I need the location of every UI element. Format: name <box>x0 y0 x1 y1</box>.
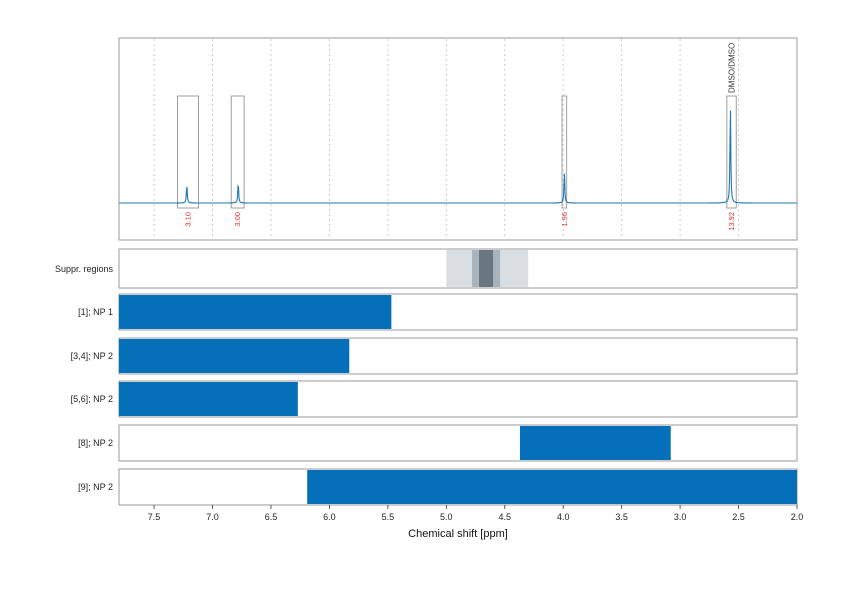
integral-value-label: 3.10 <box>183 212 192 227</box>
range-bar <box>119 295 392 329</box>
integral-value-label: 13.92 <box>727 212 736 231</box>
bar-row: [3,4]; NP 2 <box>71 337 798 375</box>
x-tick-label: 3.5 <box>615 512 628 522</box>
bar-row-label: [1]; NP 1 <box>78 307 113 317</box>
bar-rows: [1]; NP 1 [3,4]; NP 2 [5,6]; NP 2 [8]; NP 2… <box>71 293 798 506</box>
bar-row: [8]; NP 2 <box>78 424 798 462</box>
spectrum-line <box>119 110 797 204</box>
bar-row-label: [5,6]; NP 2 <box>71 394 113 404</box>
x-tick-label: 2.0 <box>791 512 804 522</box>
bar-row: [5,6]; NP 2 <box>71 380 798 418</box>
x-tick-label: 4.5 <box>499 512 512 522</box>
suppressed-frame <box>118 248 798 289</box>
integral-labels: 3.10 3.00 1.96 13.92 <box>183 212 736 231</box>
bar-row-label: [3,4]; NP 2 <box>71 351 113 361</box>
spectrum-panel: 3.10 3.00 1.96 13.92 DMSO/DMSO <box>118 37 798 241</box>
integration-box <box>230 95 245 209</box>
bar-row-label: [9]; NP 2 <box>78 482 113 492</box>
bar-row-label: [8]; NP 2 <box>78 438 113 448</box>
bar-row: [9]; NP 2 <box>78 468 798 506</box>
x-tick-label: 7.5 <box>148 512 161 522</box>
x-tick-label: 2.5 <box>732 512 745 522</box>
range-bar <box>307 470 797 504</box>
x-tick-label: 7.0 <box>206 512 219 522</box>
x-tick-label: 6.5 <box>265 512 278 522</box>
range-bar <box>519 426 671 460</box>
dmso-annotation: DMSO/DMSO <box>728 43 737 93</box>
x-tick-label: 4.0 <box>557 512 570 522</box>
suppressed-bands <box>446 250 529 287</box>
x-tick-label: 5.5 <box>382 512 395 522</box>
x-axis: 7.5 7.0 6.5 6.0 5.5 5.0 4.5 4.0 3.5 3.0 2.5 2.0 <box>148 505 803 522</box>
bar-row: [1]; NP 1 <box>78 293 798 331</box>
suppressed-regions-panel: Suppr. regions <box>55 248 798 289</box>
integral-value-label: 3.00 <box>233 212 242 227</box>
integration-box <box>561 95 568 209</box>
suppressed-label: Suppr. regions <box>55 264 114 274</box>
x-tick-label: 5.0 <box>440 512 453 522</box>
integration-box <box>177 95 199 209</box>
x-tick-label: 6.0 <box>323 512 336 522</box>
integration-box <box>726 95 737 209</box>
x-tick-label: 3.0 <box>674 512 687 522</box>
integral-value-label: 1.96 <box>560 212 569 227</box>
range-bar <box>119 339 350 373</box>
spectrum-grid <box>153 39 739 239</box>
suppressed-band <box>479 250 494 287</box>
integral-boxes <box>177 95 737 209</box>
x-axis-label: Chemical shift [ppm] <box>408 528 508 540</box>
spectrum-frame <box>118 37 798 241</box>
bar-row-frame <box>118 424 798 462</box>
range-bar <box>119 382 298 416</box>
